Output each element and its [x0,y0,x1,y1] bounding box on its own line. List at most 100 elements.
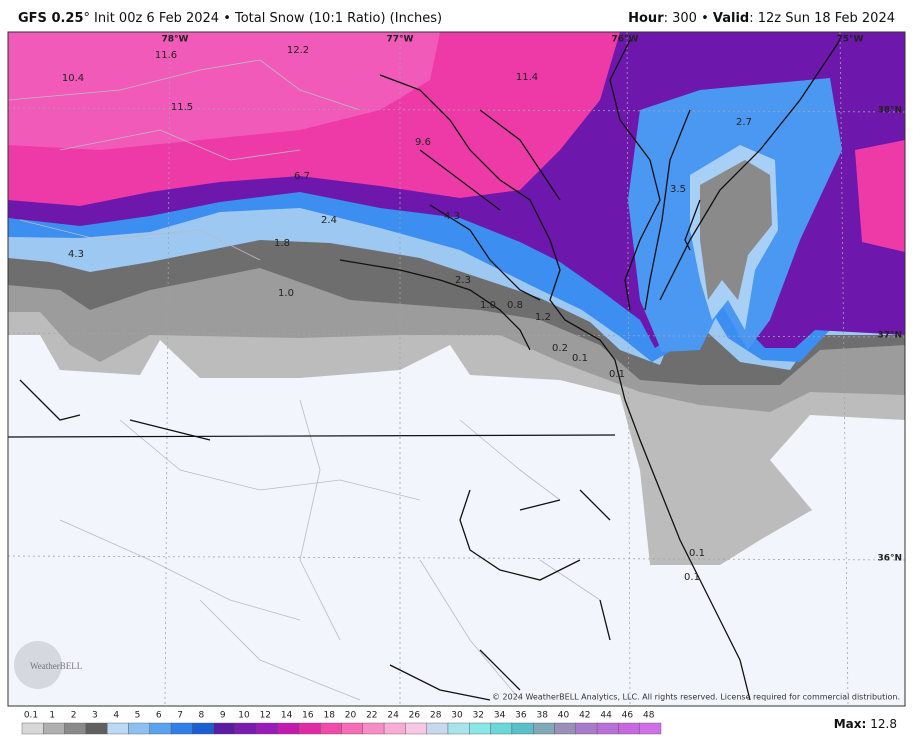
grid-labels: 78°W 77°W 76°W 75°W 38°N 37°N 36°N [162,35,902,564]
degree: ° [84,11,91,26]
colorbar-label: 32 [473,711,484,721]
max-key: Max: [834,717,867,731]
colorbar: 0.1 1 2 3 4 5 6 7 8 9 10 12 14 16 18 20 22 24 26 28 30 32 34 36… [21,711,662,735]
colorbar-label: 10 [238,711,250,721]
grid-label: 77°W [387,35,414,45]
colorbar-swatch [405,722,427,735]
grid-label: 76°W [612,35,639,45]
colorbar-swatch [128,722,150,735]
colorbar-label: 4 [113,711,119,721]
map-value-label: 10.4 [62,73,84,84]
colorbar-label: 14 [281,711,293,721]
colorbar-label: 34 [494,711,506,721]
colorbar-swatch [575,722,598,735]
colorbar-label: 42 [579,711,590,721]
map-value-label: 6.7 [294,171,310,182]
lat-lon-lines [8,32,905,706]
colorbar-swatch [192,722,214,735]
colorbar-label: 44 [600,711,612,721]
colorbar-label: 6 [156,711,162,721]
colorbar-swatch [533,722,555,735]
colorbar-swatch [362,722,385,735]
valid-key: Valid [713,11,749,26]
map-value-label: 4.3 [68,249,84,260]
map-value-label: 3.5 [670,184,686,195]
grid-label: 36°N [877,554,902,564]
grid-label: 75°W [837,35,864,45]
map-value-label: 11.4 [516,72,538,83]
colorbar-label: 8 [199,711,205,721]
colorbar-swatch [85,722,108,735]
grid-label: 38°N [877,106,902,116]
max-value: 12.8 [870,717,897,731]
colorbar-swatch [511,722,534,735]
colorbar-label: 40 [558,711,570,721]
colorbar-label: 28 [430,711,442,721]
grid-label: 37°N [877,331,902,341]
colorbar-label: 22 [366,711,377,721]
colorbar-swatch [490,722,513,735]
colorbar-swatch [170,722,193,735]
map-value-label: 0.1 [684,572,700,583]
colorbar-swatch [213,722,236,735]
colorbar-label: 36 [515,711,527,721]
colorbar-label: 1 [49,711,55,721]
map-value-label: 11.5 [171,102,193,113]
map-value-label: 0.1 [689,548,705,559]
colorbar-label: 26 [409,711,421,721]
colorbar-label: 5 [135,711,141,721]
map-value-label: 2.7 [736,117,752,128]
colorbar-label: 2 [71,711,77,721]
description: Init 00z 6 Feb 2024 • Total Snow (10:1 R… [94,11,442,26]
coastlines [8,39,841,701]
map-value-label: 0.1 [609,369,625,380]
colorbar-label: 38 [536,711,548,721]
map-value-label: 0.2 [552,343,568,354]
colorbar-label: 48 [643,711,655,721]
map: 78°W 77°W 76°W 75°W 38°N 37°N 36°N 10.4 11.6 12.… [8,32,905,706]
colorbar-swatch [447,722,470,735]
model: GFS 0.25 [18,11,84,26]
colorbar-label: 18 [323,711,335,721]
map-frame [7,31,906,707]
colorbar-swatch [469,722,491,735]
logo-globe [14,641,62,689]
colorbar-swatch [426,722,449,735]
colorbar-swatch [106,722,129,735]
colorbar-swatch [596,722,619,735]
snow-gray-lobe [700,160,772,300]
county-lines [8,59,601,701]
colorbar-swatch [21,722,44,735]
colorbar-label: 46 [622,711,634,721]
colorbar-label: 12 [260,711,271,721]
map-labels: 10.4 11.6 12.2 11.4 11.5 9.6 6.7 2.4 4.3 4.3 1.8 1.… [62,45,752,583]
map-value-label: 1.0 [480,300,496,311]
header-valid: Hour: 300 • Valid: 12z Sun 18 Feb 2024 [628,11,895,26]
colorbar-swatch [256,722,278,735]
valid-text: : 12z Sun 18 Feb 2024 [749,11,895,26]
colorbar-swatch [383,722,406,735]
map-value-label: 1.0 [278,288,294,299]
colorbar-swatch [149,722,172,735]
colorbar-swatch [277,722,300,735]
snow-magenta-east [855,140,905,252]
header-title: GFS 0.25° Init 00z 6 Feb 2024 • Total Sno… [18,11,442,26]
colorbar-swatch [320,722,342,735]
colorbar-label: 20 [345,711,357,721]
map-value-label: 11.6 [155,50,177,61]
map-value-label: 0.8 [507,300,523,311]
map-value-label: 2.3 [455,275,471,286]
colorbar-swatch [298,722,321,735]
map-value-label: 1.2 [535,312,551,323]
map-value-label: 1.8 [274,238,290,249]
colorbar-swatch [639,722,662,735]
logo: WeatherBELL [14,641,82,689]
colorbar-swatch [64,722,87,735]
map-value-label: 4.3 [444,211,460,222]
map-value-label: 0.1 [572,353,588,364]
state-border [8,434,616,438]
colorbar-swatch [43,722,65,735]
colorbar-label: 7 [177,711,183,721]
hour-key: Hour [628,11,664,26]
